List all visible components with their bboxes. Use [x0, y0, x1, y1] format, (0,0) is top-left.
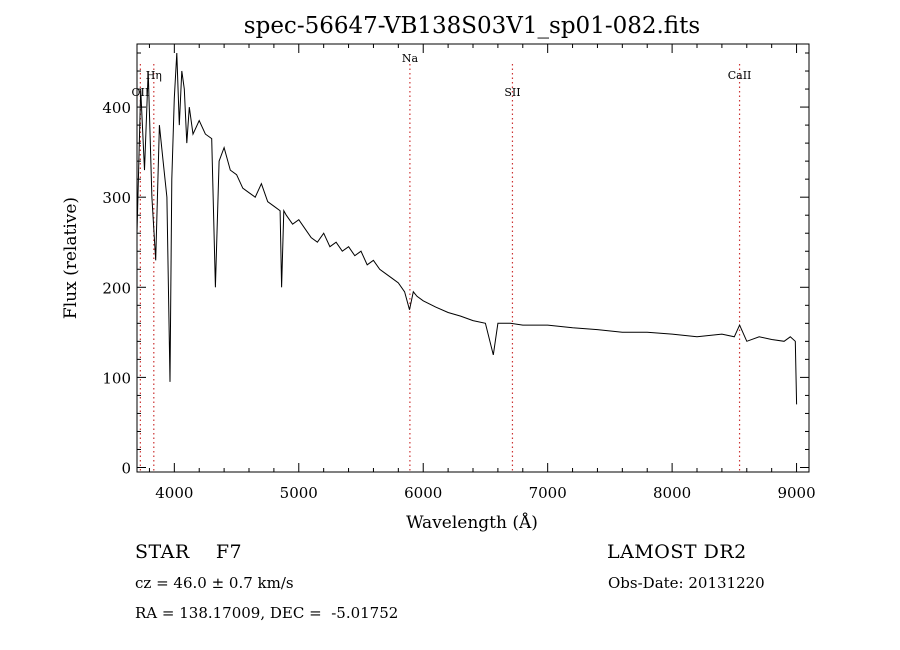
plot-frame — [136, 43, 810, 473]
survey-name: LAMOST DR2 — [607, 541, 747, 563]
spectral-line-label: CaII — [728, 69, 752, 82]
y-tick-label: 0 — [121, 459, 131, 477]
object-class: STAR F7 — [135, 541, 243, 563]
y-tick-label: 100 — [102, 369, 131, 387]
x-tick-label: 9000 — [777, 484, 815, 502]
y-axis-ticks: 0 100 200 300 400 — [102, 52, 809, 477]
coordinates: RA = 138.17009, DEC = -5.01752 — [135, 604, 399, 622]
y-tick-label: 400 — [102, 99, 131, 117]
x-tick-label: 5000 — [280, 484, 318, 502]
y-axis-label: Flux (relative) — [61, 197, 81, 319]
y-tick-label: 300 — [102, 189, 131, 207]
x-tick-label: 6000 — [404, 484, 442, 502]
x-axis-label: Wavelength (Å) — [406, 512, 538, 533]
x-tick-label: 8000 — [653, 484, 691, 502]
spectrum-line — [136, 52, 798, 405]
obs-date: Obs-Date: 20131220 — [608, 574, 765, 592]
chart-title: spec-56647-VB138S03V1_sp01-082.fits — [244, 13, 700, 39]
spectral-line-label: Hη — [146, 69, 162, 82]
x-axis-ticks: 4000 5000 6000 7000 8000 9000 — [148, 44, 816, 502]
spectrum-chart: spec-56647-VB138S03V1_sp01-082.fits OIIH… — [61, 13, 816, 533]
y-tick-label: 200 — [102, 279, 131, 297]
x-tick-label: 4000 — [155, 484, 193, 502]
spectral-line-label: SII — [504, 86, 520, 99]
x-tick-label: 7000 — [529, 484, 567, 502]
spectral-line-label: Na — [402, 52, 419, 65]
redshift-info: cz = 46.0 ± 0.7 km/s — [135, 574, 294, 592]
